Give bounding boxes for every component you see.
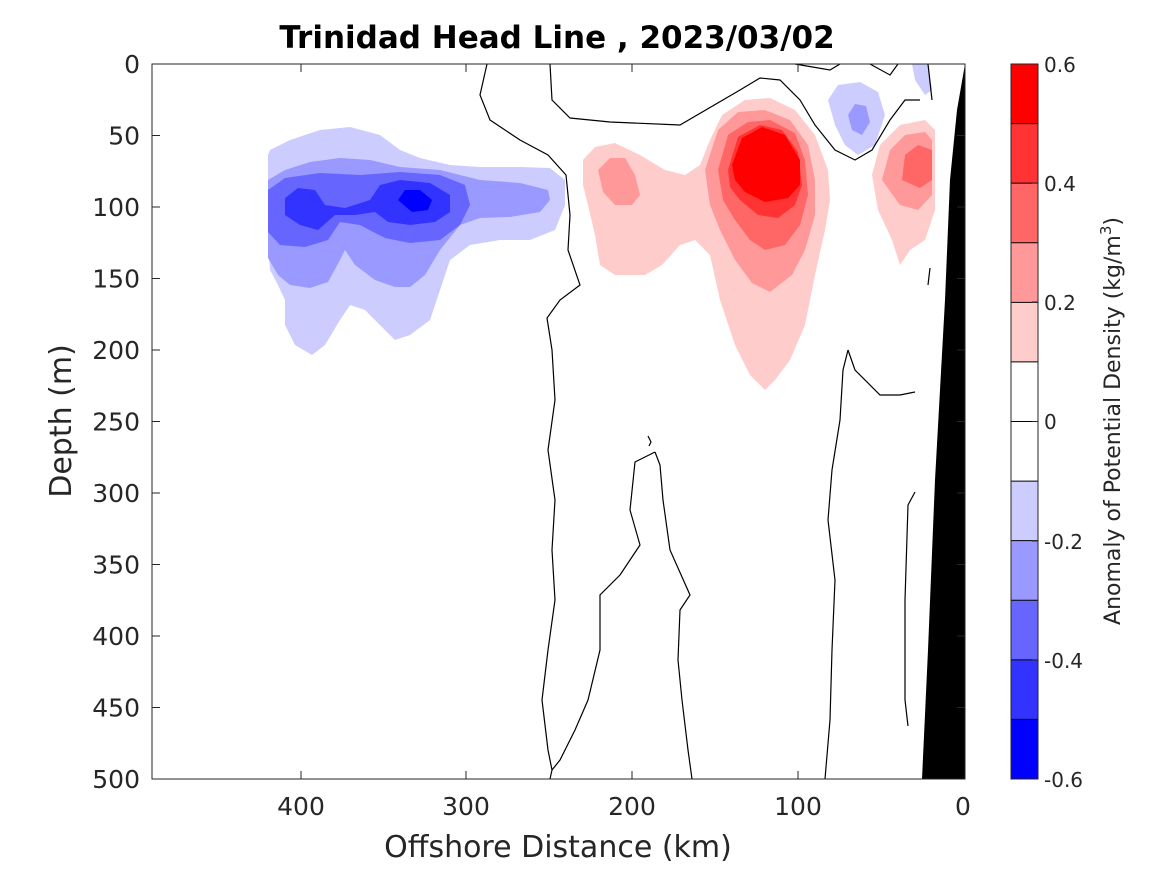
- y-tick-marks: [152, 135, 965, 708]
- colorbar-band: [1011, 242, 1038, 303]
- zero-contour-line: [794, 63, 841, 71]
- colorbar-label-exp: 3: [1097, 226, 1115, 236]
- y-tick-label: 500: [92, 765, 140, 794]
- colorbar-tick-label: -0.4: [1044, 649, 1083, 673]
- zero-contour-line: [549, 63, 920, 161]
- colorbar-band: [1011, 183, 1038, 243]
- colorbar-band: [1011, 361, 1038, 422]
- contour-fill-neg-0.5b: [290, 195, 318, 218]
- x-axis: 400 300 200 100 0 Offshore Distance (km): [277, 64, 971, 865]
- colorbar-tick-label: 0.6: [1044, 53, 1076, 77]
- colorbar-label-main: Anomaly of Potential Density (kg/m: [1101, 235, 1126, 625]
- contour-fill-neg-0.5: [398, 190, 432, 212]
- y-tick-label: 0: [124, 50, 140, 79]
- x-tick-label: 300: [442, 792, 490, 821]
- y-tick-label: 250: [92, 408, 140, 437]
- zero-contour-line: [927, 63, 933, 101]
- zero-contour-line: [479, 63, 581, 780]
- y-axis: 0 50 100 150 200 250 300 350 400 450 500…: [44, 50, 965, 794]
- x-tick-label: 200: [608, 792, 656, 821]
- colorbar-band: [1011, 302, 1038, 362]
- zero-contour-line: [654, 451, 693, 780]
- colorbar-band: [1011, 481, 1038, 541]
- zero-contour-line: [647, 435, 652, 447]
- zero-contour-line: [824, 349, 849, 780]
- zero-contour-line: [551, 451, 656, 771]
- colorbar-tick-label: 0: [1044, 410, 1057, 434]
- colorbar-tick-label: -0.2: [1044, 530, 1083, 554]
- y-tick-label: 300: [92, 479, 140, 508]
- colorbar-band: [1011, 659, 1038, 720]
- colorbar-bands: [1011, 64, 1038, 779]
- zero-contour-line: [869, 63, 899, 76]
- y-axis-label: Depth (m): [44, 344, 79, 498]
- colorbar-tick-label: -0.6: [1044, 768, 1083, 792]
- y-tick-label: 50: [108, 122, 140, 151]
- zero-contour-line: [847, 349, 916, 396]
- contour-fill-neg-nearshore-0.2: [848, 104, 870, 135]
- y-tick-label: 150: [92, 265, 140, 294]
- x-tick-label: 400: [277, 792, 325, 821]
- colorbar-band: [1011, 540, 1038, 601]
- colorbar-band: [1011, 600, 1038, 660]
- contour-fill-pos-nearshore-0.3: [902, 145, 932, 188]
- colorbar-label-close: ): [1101, 217, 1126, 226]
- contour-fill-pos-0.2: [598, 158, 640, 205]
- y-tick-label: 350: [92, 551, 140, 580]
- y-tick-label: 100: [92, 193, 140, 222]
- colorbar-band: [1011, 64, 1038, 124]
- y-tick-label: 400: [92, 622, 140, 651]
- zero-contour-line: [927, 267, 931, 286]
- colorbar: 0.6 0.4 0.2 0 -0.2 -0.4 -0.6 Anomaly of …: [1010, 53, 1126, 792]
- colorbar-band: [1011, 421, 1038, 482]
- contour-fill-neg-nearshore-top: [912, 64, 932, 95]
- plot-area: [151, 63, 966, 780]
- zero-contour-lines: [479, 63, 933, 780]
- x-tick-label: 100: [774, 792, 822, 821]
- x-axis-label: Offshore Distance (km): [384, 830, 732, 865]
- colorbar-ticks: [1032, 63, 1038, 780]
- colorbar-tick-label: 0.2: [1044, 291, 1076, 315]
- colorbar-band: [1011, 719, 1038, 779]
- colorbar-tick-label: 0.4: [1044, 172, 1076, 196]
- contour-fills: [268, 64, 935, 390]
- bathymetry: [922, 64, 965, 779]
- y-tick-label: 200: [92, 336, 140, 365]
- x-tick-label: 0: [955, 792, 971, 821]
- chart-title: Trinidad Head Line , 2023/03/02: [279, 20, 834, 56]
- zero-contour-line: [904, 491, 916, 727]
- contour-fill-pos-0.5: [732, 127, 800, 202]
- colorbar-label: Anomaly of Potential Density (kg/m3): [1097, 217, 1126, 625]
- colorbar-band: [1011, 123, 1038, 184]
- y-tick-label: 450: [92, 694, 140, 723]
